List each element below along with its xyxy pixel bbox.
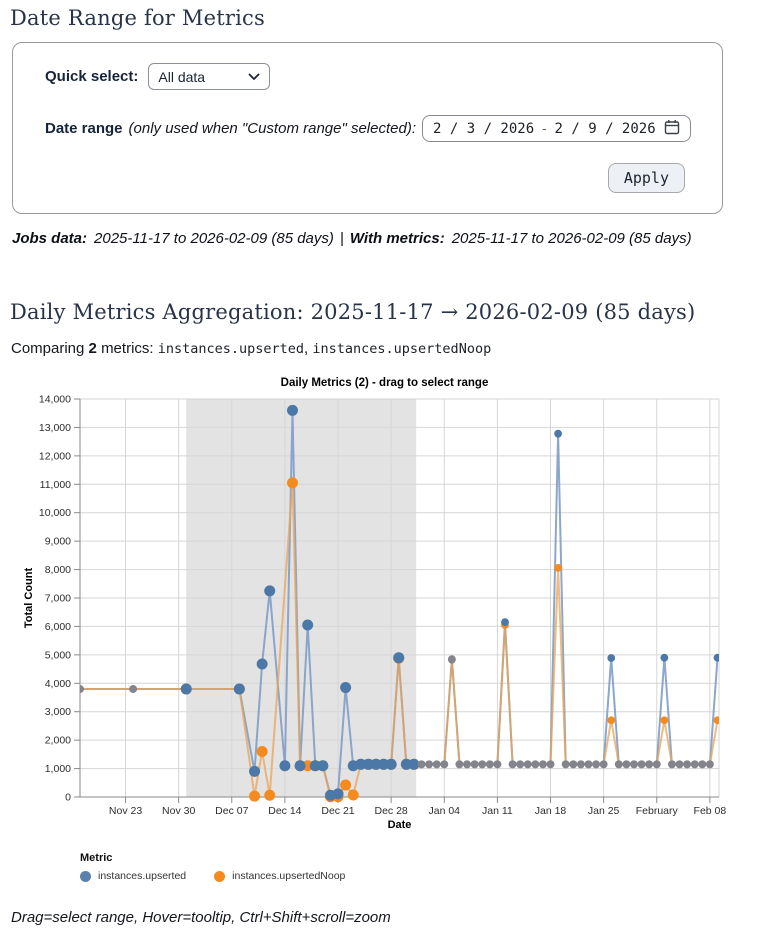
- quick-select-label: Quick select:: [45, 68, 139, 85]
- upsertednoop-swatch-icon: [214, 870, 226, 882]
- svg-text:10,000: 10,000: [39, 507, 71, 519]
- svg-text:5,000: 5,000: [45, 649, 71, 661]
- svg-text:Dec 14: Dec 14: [268, 805, 301, 817]
- svg-text:Jan 25: Jan 25: [588, 805, 620, 817]
- metric-name-1: instances.upserted: [157, 341, 305, 357]
- svg-text:Dec 07: Dec 07: [215, 805, 248, 817]
- section-heading: Daily Metrics Aggregation: 2025-11-17 → …: [10, 300, 696, 324]
- date-end-value[interactable]: 2 / 9 / 2026: [554, 120, 656, 137]
- quick-select-dropdown[interactable]: All data: [148, 63, 271, 90]
- svg-text:4,000: 4,000: [45, 678, 71, 690]
- legend-title: Metric: [80, 852, 113, 864]
- svg-text:2,000: 2,000: [45, 735, 71, 747]
- chart-help-note: Drag=select range, Hover=tooltip, Ctrl+S…: [11, 909, 391, 926]
- svg-text:6,000: 6,000: [45, 621, 71, 633]
- chevron-down-icon: [248, 68, 260, 85]
- svg-text:Total Count: Total Count: [23, 568, 35, 629]
- svg-text:Feb 08: Feb 08: [694, 805, 727, 817]
- svg-text:8,000: 8,000: [45, 564, 71, 576]
- date-start-value[interactable]: 2 / 3 / 2026: [433, 120, 535, 137]
- with-metrics-label: With metrics:: [349, 230, 445, 247]
- metric-separator: ,: [304, 340, 309, 357]
- svg-text:Nov 30: Nov 30: [162, 805, 195, 817]
- jobs-data-value: 2025-11-17 to 2026-02-09 (85 days): [94, 230, 334, 247]
- svg-text:7,000: 7,000: [45, 593, 71, 605]
- svg-text:Jan 04: Jan 04: [429, 805, 461, 817]
- apply-row: Apply: [45, 163, 698, 193]
- svg-text:Nov 23: Nov 23: [109, 805, 142, 817]
- date-range-row: Date range (only used when "Custom range…: [45, 115, 698, 142]
- svg-text:Dec 28: Dec 28: [375, 805, 408, 817]
- page-title: Date Range for Metrics: [10, 6, 265, 30]
- svg-text:9,000: 9,000: [45, 536, 71, 548]
- date-range-form-panel: Quick select: All data Date range (only …: [12, 42, 723, 214]
- comparing-line: Comparing 2 metrics: instances.upserted,…: [11, 340, 759, 357]
- comparing-prefix: Comparing: [11, 340, 85, 357]
- comparing-count: 2: [88, 340, 97, 357]
- date-range-note: (only used when "Custom range" selected)…: [128, 120, 416, 137]
- comparing-suffix: metrics:: [101, 340, 154, 357]
- svg-text:Date: Date: [388, 819, 412, 831]
- svg-text:3,000: 3,000: [45, 706, 71, 718]
- daily-metrics-chart: Daily Metrics (2) - drag to select range…: [10, 377, 759, 882]
- svg-text:Dec 21: Dec 21: [321, 805, 354, 817]
- svg-text:Jan 18: Jan 18: [535, 805, 567, 817]
- with-metrics-value: 2025-11-17 to 2026-02-09 (85 days): [451, 230, 692, 247]
- calendar-icon[interactable]: [664, 119, 680, 139]
- legend-label-upserted: instances.upserted: [98, 870, 187, 882]
- date-range-input[interactable]: 2 / 3 / 2026 - 2 / 9 / 2026: [422, 115, 691, 142]
- svg-text:12,000: 12,000: [39, 450, 71, 462]
- legend-label-upsertednoop: instances.upsertedNoop: [232, 870, 346, 882]
- chart-title: Daily Metrics (2) - drag to select range: [280, 377, 489, 389]
- jobs-data-label: Jobs data:: [12, 230, 88, 247]
- legend-item-upsertednoop[interactable]: instances.upsertedNoop: [214, 870, 345, 882]
- svg-text:11,000: 11,000: [40, 479, 71, 491]
- legend-item-upserted[interactable]: instances.upserted: [80, 870, 186, 882]
- quick-select-row: Quick select: All data: [45, 63, 698, 90]
- date-range-separator: -: [542, 121, 547, 136]
- date-range-label: Date range: [45, 120, 123, 137]
- svg-text:0: 0: [65, 792, 71, 804]
- svg-text:14,000: 14,000: [39, 394, 71, 406]
- apply-button[interactable]: Apply: [607, 163, 685, 193]
- svg-text:1,000: 1,000: [45, 763, 71, 775]
- info-separator: |: [339, 230, 344, 247]
- svg-text:Jan 11: Jan 11: [482, 805, 513, 817]
- upserted-swatch-icon: [80, 870, 91, 882]
- quick-select-value: All data: [158, 68, 206, 85]
- chart-plot-area[interactable]: 0 1,000 2,000 3,000 4,000 5,000 6,000 7,000 8,00…: [10, 392, 769, 832]
- svg-text:13,000: 13,000: [39, 422, 71, 434]
- svg-text:February: February: [636, 805, 679, 817]
- data-range-info-line: Jobs data: 2025-11-17 to 2026-02-09 (85 d…: [12, 230, 759, 247]
- metric-name-2: instances.upsertedNoop: [312, 341, 492, 357]
- chart-legend: Metric instances.upserted instances.upse…: [80, 852, 759, 882]
